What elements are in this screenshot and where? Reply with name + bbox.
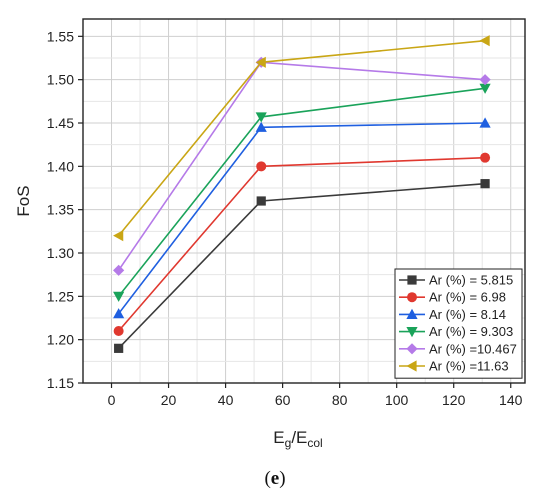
- legend-label: Ar (%) = 6.98: [429, 290, 506, 305]
- panel-label: (e): [264, 468, 285, 489]
- x-tick-label: 0: [108, 392, 116, 408]
- data-point: [256, 161, 267, 172]
- series-group: [113, 117, 491, 319]
- data-point: [479, 117, 491, 128]
- legend-marker: [406, 308, 418, 319]
- series-group: [114, 179, 490, 353]
- legend-label: Ar (%) = 8.14: [429, 307, 506, 322]
- y-tick-label: 1.30: [47, 245, 74, 261]
- series-group: [113, 83, 491, 302]
- x-tick-label: 80: [332, 392, 348, 408]
- legend-item: Ar (%) =11.63: [399, 359, 509, 374]
- x-tick-label: 40: [218, 392, 234, 408]
- legend-box: [394, 268, 523, 379]
- data-point: [113, 291, 125, 302]
- y-axis-title: FoS: [14, 185, 33, 216]
- legend-item: Ar (%) = 6.98: [399, 290, 506, 305]
- legend-label: Ar (%) =10.467: [429, 341, 517, 356]
- x-axis-title-sub1: g: [285, 436, 292, 450]
- legend-marker: [407, 275, 417, 285]
- series-layer: [113, 35, 491, 353]
- legend-marker: [406, 360, 417, 372]
- series-line: [117, 39, 486, 237]
- data-point: [479, 83, 491, 94]
- data-point: [113, 264, 125, 276]
- x-tick-label: 60: [275, 392, 291, 408]
- panel-label-open: (: [264, 468, 270, 489]
- data-point: [113, 308, 125, 319]
- data-point: [480, 152, 491, 163]
- series-line: [117, 87, 486, 297]
- plot-frame: [82, 18, 526, 384]
- x-tick-label: 140: [499, 392, 523, 408]
- legend-marker: [406, 343, 418, 355]
- data-point: [255, 112, 267, 123]
- data-point: [114, 343, 124, 353]
- series-group: [113, 152, 491, 336]
- x-axis-title-sub2: col: [307, 436, 322, 450]
- y-tick-label: 1.20: [47, 332, 74, 348]
- y-tick-label: 1.45: [47, 115, 74, 131]
- y-tick-label: 1.55: [47, 28, 74, 44]
- legend-item: Ar (%) = 8.14: [399, 307, 506, 322]
- y-tick-label: 1.35: [47, 202, 74, 218]
- x-tick-label: 120: [442, 392, 466, 408]
- x-axis-title-main: E: [273, 428, 284, 447]
- x-tick-label: 20: [161, 392, 177, 408]
- x-axis-title: Eg/Ecol: [273, 428, 322, 450]
- panel-label-close: ): [279, 468, 285, 489]
- y-tick-label: 1.15: [47, 375, 74, 391]
- legend-item: Ar (%) =10.467: [399, 341, 517, 356]
- legend-label: Ar (%) =11.63: [429, 359, 509, 374]
- legend-item: Ar (%) = 9.303: [399, 324, 513, 339]
- panel-label-letter: e: [271, 468, 279, 489]
- data-point: [113, 230, 124, 242]
- legend: Ar (%) = 5.815 Ar (%) = 6.98 Ar (%) = 8.14…: [394, 268, 523, 379]
- y-tick-label: 1.40: [47, 158, 74, 174]
- data-point: [256, 196, 266, 206]
- y-tick-label: 1.25: [47, 288, 74, 304]
- legend-label: Ar (%) = 5.815: [429, 273, 513, 288]
- legend-marker: [407, 292, 417, 303]
- legend-label: Ar (%) = 9.303: [429, 324, 513, 339]
- data-point: [113, 326, 124, 336]
- data-point: [479, 74, 491, 86]
- axis-ticks: 0 20 40 60 80 100 120 140 1.15 1.20 1.25 1.30 1.35 1.…: [47, 28, 523, 408]
- series-group: [113, 35, 490, 242]
- data-point: [255, 121, 267, 132]
- x-axis-title-slash: /E: [291, 428, 307, 447]
- legend-marker: [406, 327, 418, 338]
- y-tick-label: 1.50: [47, 72, 74, 88]
- data-point: [479, 35, 490, 47]
- data-point: [480, 179, 490, 189]
- legend-item: Ar (%) = 5.815: [399, 273, 513, 288]
- data-point: [255, 56, 266, 68]
- x-tick-label: 100: [385, 392, 409, 408]
